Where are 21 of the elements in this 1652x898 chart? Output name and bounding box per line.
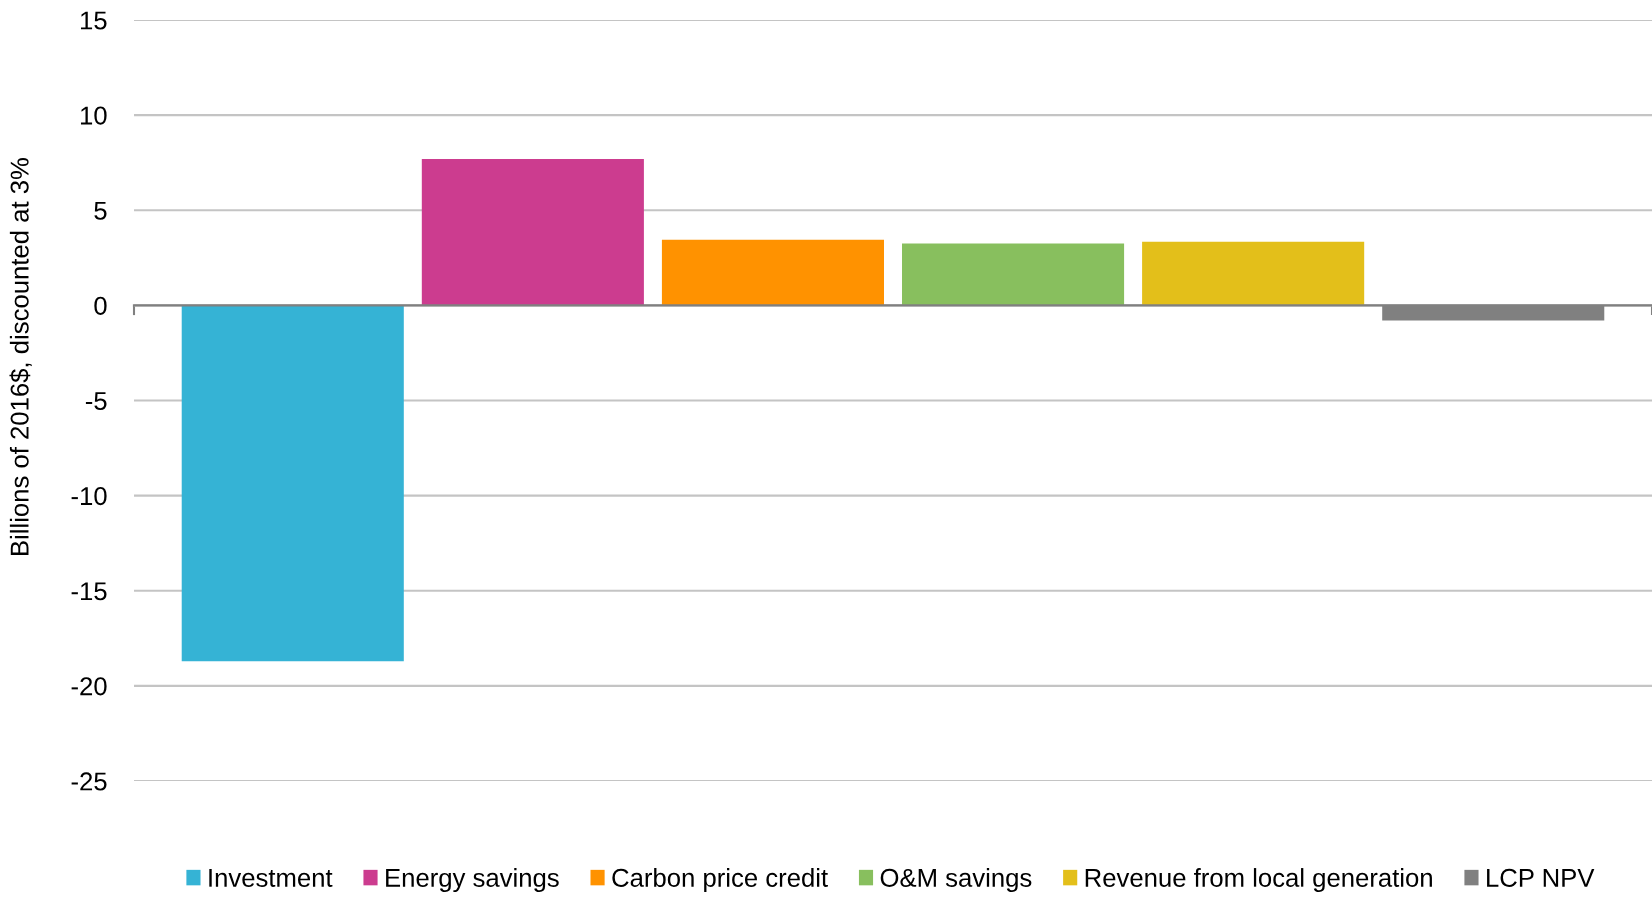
bar bbox=[421, 158, 644, 306]
y-tick-label: 5 bbox=[94, 201, 107, 220]
legend-label: Investment bbox=[209, 869, 333, 887]
bar bbox=[1142, 241, 1365, 306]
y-axis-title: Billions of 2016$, discounted at 3% bbox=[9, 158, 32, 555]
y-tick-label: -5 bbox=[85, 392, 107, 411]
y-tick-label: -25 bbox=[71, 772, 107, 791]
y-tick-label: 15 bbox=[80, 11, 107, 30]
legend-label: Energy savings bbox=[386, 868, 559, 893]
y-tick-label: -20 bbox=[71, 677, 107, 696]
y-tick-label: 10 bbox=[80, 106, 107, 125]
legend-label: Carbon price credit bbox=[612, 868, 828, 893]
legend-label: O&M savings bbox=[880, 868, 1032, 893]
bar bbox=[181, 305, 404, 662]
legend-label: LCP NPV bbox=[1487, 868, 1595, 887]
y-tick-label: -10 bbox=[71, 486, 107, 506]
y-tick-label: 0 bbox=[94, 296, 107, 315]
legend-label: Revenue from local generation bbox=[1085, 868, 1432, 893]
y-tick-label: -15 bbox=[71, 582, 107, 601]
bar bbox=[902, 243, 1125, 306]
bar bbox=[661, 239, 884, 306]
